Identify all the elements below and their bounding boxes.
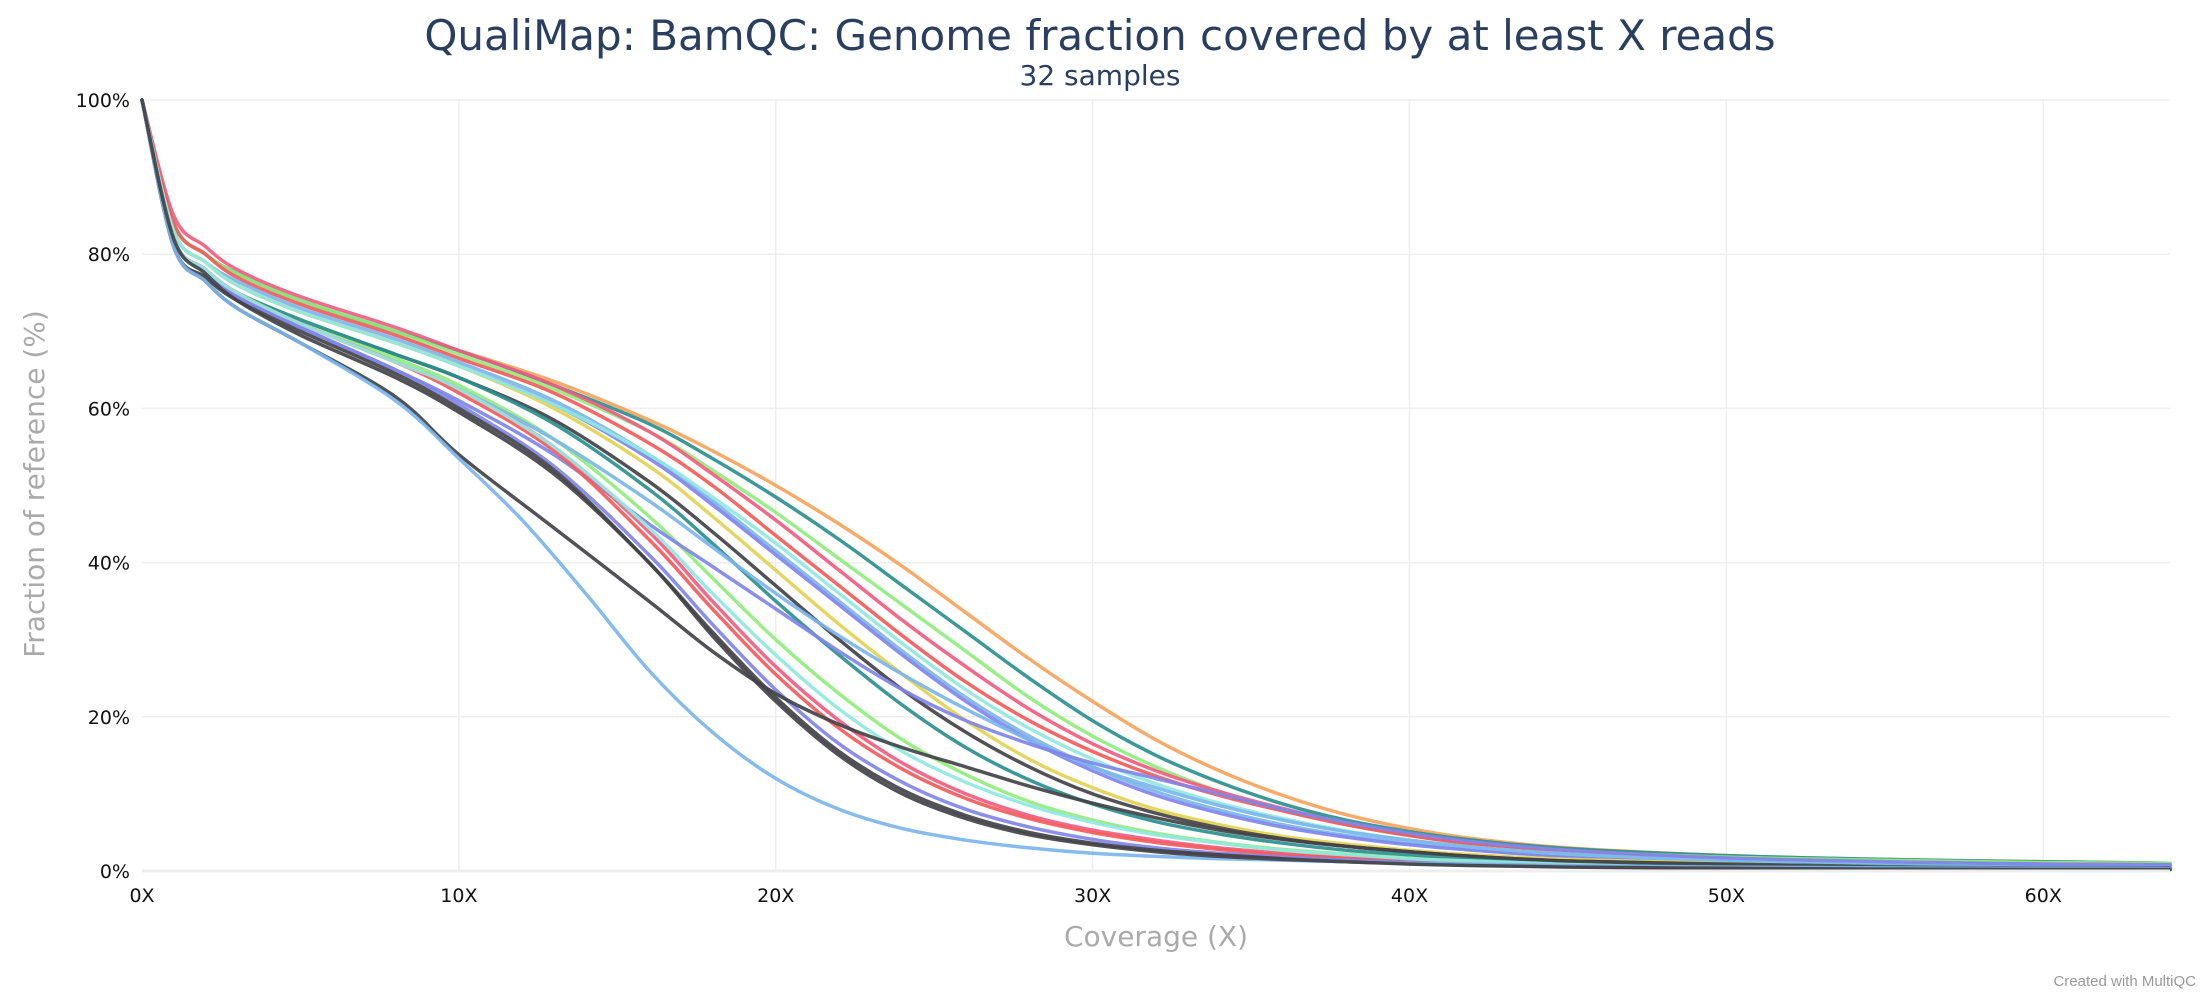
series-line-16[interactable] — [140, 98, 2172, 871]
series-line-4[interactable] — [140, 98, 2172, 867]
y-axis-title: Fraction of reference (%) — [18, 310, 51, 658]
credit-text: Created with MultiQC — [2053, 973, 2196, 990]
x-tick-label: 10X — [440, 885, 477, 907]
series-line-3[interactable] — [140, 98, 2172, 866]
chart-subtitle: 32 samples — [1020, 59, 1181, 92]
series-line-12[interactable] — [140, 98, 2172, 870]
y-tick-label: 60% — [88, 398, 130, 420]
y-axis: 0% 20% 40% 60% 80% 100% — [76, 90, 130, 883]
series-line-17[interactable] — [140, 98, 2172, 871]
x-tick-label: 50X — [1708, 885, 1745, 907]
x-axis: 0X 10X 20X 30X 40X 50X 60X — [129, 869, 2170, 907]
x-tick-label: 60X — [2025, 885, 2062, 907]
series-line-18[interactable] — [140, 98, 2172, 871]
series-line-9[interactable] — [140, 98, 2172, 868]
series-line-2[interactable] — [140, 98, 2172, 866]
x-tick-label: 40X — [1391, 885, 1428, 907]
series-line-8[interactable] — [140, 98, 2172, 869]
x-tick-label: 0X — [129, 885, 154, 907]
x-tick-label: 20X — [757, 885, 794, 907]
chart-title: QualiMap: BamQC: Genome fraction covered… — [424, 11, 1775, 60]
series-line-11[interactable] — [140, 98, 2172, 870]
series-line-5[interactable] — [140, 98, 2172, 868]
grid-lines — [142, 99, 2170, 871]
series-line-20[interactable] — [140, 98, 2172, 871]
series-line-22[interactable] — [140, 98, 2172, 872]
series-lines[interactable] — [140, 98, 2172, 872]
series-line-15[interactable] — [140, 98, 2172, 871]
series-line-13[interactable] — [140, 98, 2172, 868]
series-line-6[interactable] — [140, 98, 2172, 869]
x-axis-title: Coverage (X) — [1064, 920, 1248, 953]
y-tick-label: 20% — [88, 707, 130, 729]
series-line-14[interactable] — [140, 98, 2172, 867]
series-line-7[interactable] — [140, 98, 2172, 869]
y-tick-label: 100% — [76, 90, 130, 112]
y-tick-label: 40% — [88, 553, 130, 575]
series-line-21[interactable] — [140, 98, 2172, 871]
series-line-1[interactable] — [140, 98, 2172, 866]
series-line-10[interactable] — [140, 98, 2172, 870]
y-tick-label: 80% — [88, 244, 130, 266]
x-tick-label: 30X — [1074, 885, 1111, 907]
y-tick-label: 0% — [100, 861, 130, 883]
